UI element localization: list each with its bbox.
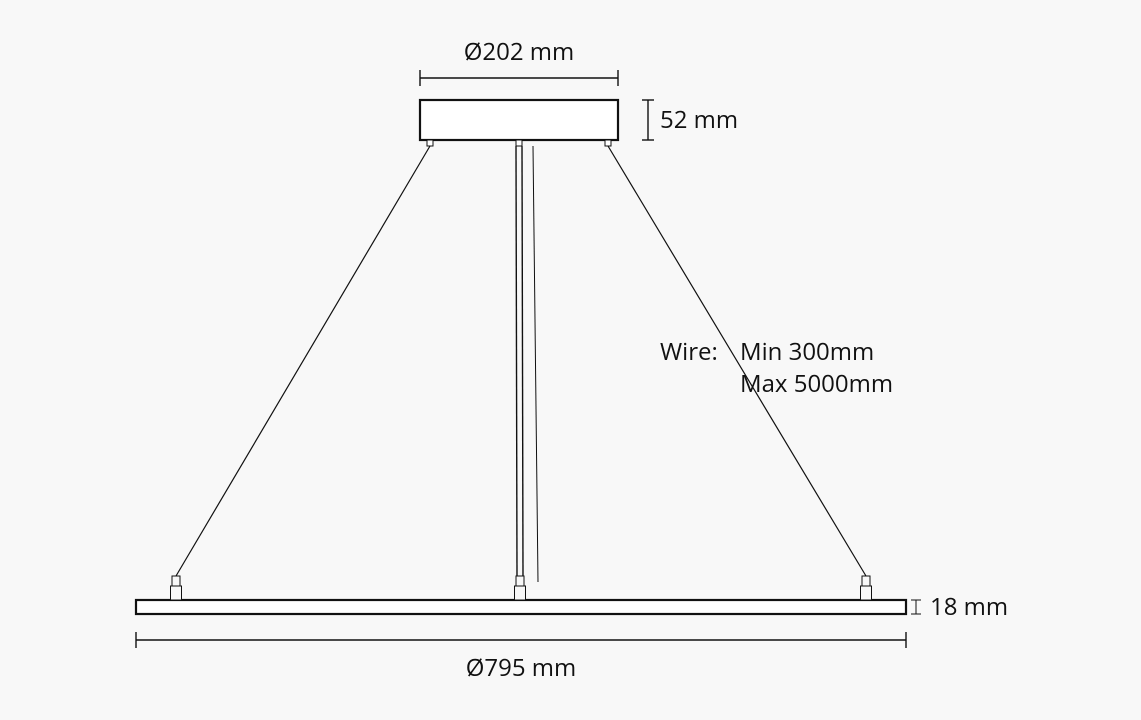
ring-diameter-label: Ø795 mm — [466, 651, 577, 684]
wire-label-min: Min 300mm — [740, 335, 874, 368]
diagram-stage: Ø202 mm 52 mm Ø795 mm 18 mm Wire: Min 300mmMa… — [0, 0, 1141, 720]
wire-connector — [515, 576, 526, 600]
wire-connector — [171, 576, 182, 600]
canopy — [420, 100, 618, 146]
canopy-diameter-label: Ø202 mm — [464, 35, 575, 68]
ring-profile — [136, 600, 906, 614]
wire-label-max: Max 5000mm — [740, 367, 893, 400]
pendant-technical-drawing: Ø202 mm 52 mm Ø795 mm 18 mm Wire: Min 300mmMa… — [0, 0, 1141, 720]
ring-height-label: 18 mm — [930, 590, 1008, 623]
wire-label-prefix: Wire: — [660, 335, 718, 368]
canopy-height-label: 52 mm — [660, 103, 738, 136]
wire-connector — [861, 576, 872, 600]
